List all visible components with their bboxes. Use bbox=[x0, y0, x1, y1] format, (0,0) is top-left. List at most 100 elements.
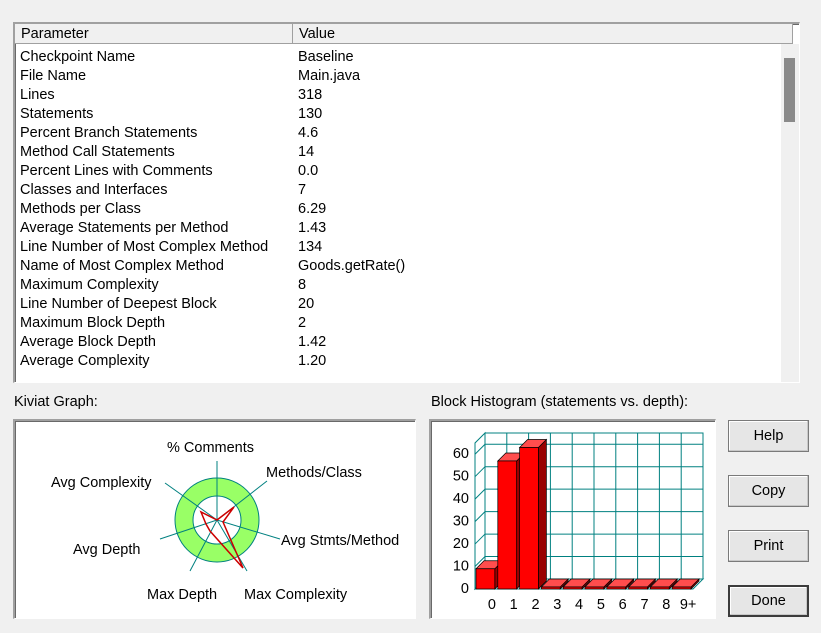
scrollbar-thumb[interactable] bbox=[784, 58, 795, 122]
hist-bar bbox=[628, 586, 648, 590]
hist-bar bbox=[671, 586, 692, 590]
table-row[interactable]: Average Complexity 1.20 bbox=[15, 352, 779, 371]
table-row[interactable]: Method Call Statements 14 bbox=[15, 143, 779, 162]
column-header-parameter[interactable]: Parameter bbox=[15, 24, 293, 44]
table-row[interactable]: Line Number of Deepest Block 20 bbox=[15, 295, 779, 314]
hist-x-tick-label: 1 bbox=[510, 597, 518, 613]
kiviat-axis-label-avg-complexity: Avg Complexity bbox=[51, 475, 152, 491]
value-cell: 4.6 bbox=[298, 125, 319, 141]
value-cell: 1.42 bbox=[298, 334, 327, 350]
table-row[interactable]: Classes and Interfaces 7 bbox=[15, 181, 779, 200]
value-cell: Main.java bbox=[298, 68, 361, 84]
parameter-cell: File Name bbox=[20, 68, 87, 84]
value-cell: 0.0 bbox=[298, 163, 319, 179]
hist-bar bbox=[541, 586, 561, 590]
block-histogram-label: Block Histogram (statements vs. depth): bbox=[431, 394, 689, 410]
kiviat-graph-panel: % Comments Methods/Class Avg Stmts/Metho… bbox=[13, 419, 416, 619]
value-cell: 1.43 bbox=[298, 220, 327, 236]
help-button[interactable]: Help bbox=[728, 420, 809, 452]
value-cell: Goods.getRate() bbox=[298, 258, 406, 274]
value-cell: 14 bbox=[298, 144, 315, 160]
kiviat-axis-label-methods-class: Methods/Class bbox=[266, 465, 362, 481]
table-row[interactable]: Methods per Class 6.29 bbox=[15, 200, 779, 219]
table-row[interactable]: Percent Lines with Comments 0.0 bbox=[15, 162, 779, 181]
hist-bar bbox=[562, 586, 583, 590]
parameter-cell: Average Statements per Method bbox=[20, 220, 229, 236]
kiviat-graph-label: Kiviat Graph: bbox=[14, 394, 98, 410]
value-cell: 134 bbox=[298, 239, 323, 255]
table-row[interactable]: Statements 130 bbox=[15, 105, 779, 124]
parameter-cell: Percent Lines with Comments bbox=[20, 163, 213, 179]
hist-y-tick-label: 50 bbox=[453, 469, 469, 485]
hist-x-tick-label: 8 bbox=[662, 597, 670, 613]
parameter-cell: Line Number of Most Complex Method bbox=[20, 239, 269, 255]
hist-gridline-wall bbox=[474, 443, 486, 455]
value-cell: 8 bbox=[298, 277, 307, 293]
value-cell: 130 bbox=[298, 106, 323, 122]
table-row[interactable]: Percent Branch Statements 4.6 bbox=[15, 124, 779, 143]
hist-y-tick-label: 60 bbox=[453, 446, 469, 462]
parameter-cell: Method Call Statements bbox=[20, 144, 175, 160]
table-row[interactable]: File Name Main.java bbox=[15, 67, 779, 86]
value-cell: Baseline bbox=[298, 49, 354, 65]
hist-gridline-wall bbox=[474, 511, 486, 522]
hist-gridline-wall bbox=[474, 488, 486, 500]
hist-gridline-wall bbox=[474, 556, 486, 567]
hist-bar bbox=[606, 586, 626, 590]
kiviat-axis-label-max-depth: Max Depth bbox=[147, 587, 217, 603]
hist-y-tick-label: 40 bbox=[453, 491, 469, 507]
parameter-cell: Average Complexity bbox=[20, 353, 150, 369]
hist-x-tick-label: 7 bbox=[640, 597, 648, 613]
table-row[interactable]: Line Number of Most Complex Method 134 bbox=[15, 238, 779, 257]
copy-button[interactable]: Copy bbox=[728, 475, 809, 507]
parameter-cell: Lines bbox=[20, 87, 55, 103]
block-histogram-panel: 0 10 20 30 40 50 60 0 1 2 3 4 5 6 7 8 9+ bbox=[429, 419, 716, 619]
table-row[interactable]: Maximum Complexity 8 bbox=[15, 276, 779, 295]
hist-gridline-wall bbox=[474, 533, 486, 545]
metrics-table: Parameter Value Checkpoint Name Baseline F… bbox=[13, 22, 800, 383]
print-button[interactable]: Print bbox=[728, 530, 809, 562]
parameter-cell: Checkpoint Name bbox=[20, 49, 136, 65]
table-row[interactable]: Average Statements per Method 1.43 bbox=[15, 219, 779, 238]
vertical-scrollbar[interactable] bbox=[781, 44, 799, 382]
hist-bar bbox=[650, 586, 670, 590]
kiviat-spoke-max-complexity bbox=[216, 519, 248, 572]
table-row[interactable]: Maximum Block Depth 2 bbox=[15, 314, 779, 333]
parameter-cell: Classes and Interfaces bbox=[20, 182, 168, 198]
hist-x-tick-label: 9+ bbox=[680, 597, 697, 613]
hist-x-tick-label: 4 bbox=[575, 597, 583, 613]
kiviat-axis-label-max-complexity: Max Complexity bbox=[244, 587, 348, 603]
parameter-cell: Maximum Block Depth bbox=[20, 315, 166, 331]
table-rows: Checkpoint Name Baseline File Name Main.jav… bbox=[15, 48, 779, 371]
hist-bar bbox=[475, 568, 496, 590]
value-cell: 1.20 bbox=[298, 353, 327, 369]
hist-bar bbox=[584, 586, 605, 590]
table-row[interactable]: Checkpoint Name Baseline bbox=[15, 48, 779, 67]
parameter-cell: Statements bbox=[20, 106, 94, 122]
parameter-cell: Maximum Complexity bbox=[20, 277, 159, 293]
hist-y-tick-label: 30 bbox=[453, 514, 469, 530]
kiviat-spoke-max-depth bbox=[189, 519, 218, 572]
parameter-cell: Methods per Class bbox=[20, 201, 141, 217]
hist-x-tick-label: 3 bbox=[553, 597, 561, 613]
kiviat-axis-label-avg-stmts: Avg Stmts/Method bbox=[281, 533, 399, 549]
kiviat-graph: % Comments Methods/Class Avg Stmts/Metho… bbox=[51, 440, 399, 603]
hist-x-tick-label: 2 bbox=[531, 597, 539, 613]
hist-y-tick-label: 0 bbox=[461, 581, 469, 597]
table-row[interactable]: Lines 318 bbox=[15, 86, 779, 105]
value-cell: 20 bbox=[298, 296, 315, 312]
kiviat-data-polygon bbox=[199, 506, 244, 569]
table-row[interactable]: Name of Most Complex Method Goods.getRate… bbox=[15, 257, 779, 276]
kiviat-spoke-avg-complexity bbox=[164, 482, 218, 521]
table-row[interactable]: Average Block Depth 1.42 bbox=[15, 333, 779, 352]
value-cell: 318 bbox=[298, 87, 323, 103]
column-header-value[interactable]: Value bbox=[293, 24, 793, 44]
hist-gridline-wall bbox=[474, 466, 486, 478]
kiviat-axis-label-comments: % Comments bbox=[167, 440, 254, 456]
parameter-cell: Average Block Depth bbox=[20, 334, 156, 350]
parameter-cell: Name of Most Complex Method bbox=[20, 258, 224, 274]
done-button[interactable]: Done bbox=[728, 585, 809, 617]
hist-x-tick-label: 5 bbox=[597, 597, 605, 613]
kiviat-spoke-avg-depth bbox=[159, 519, 218, 540]
